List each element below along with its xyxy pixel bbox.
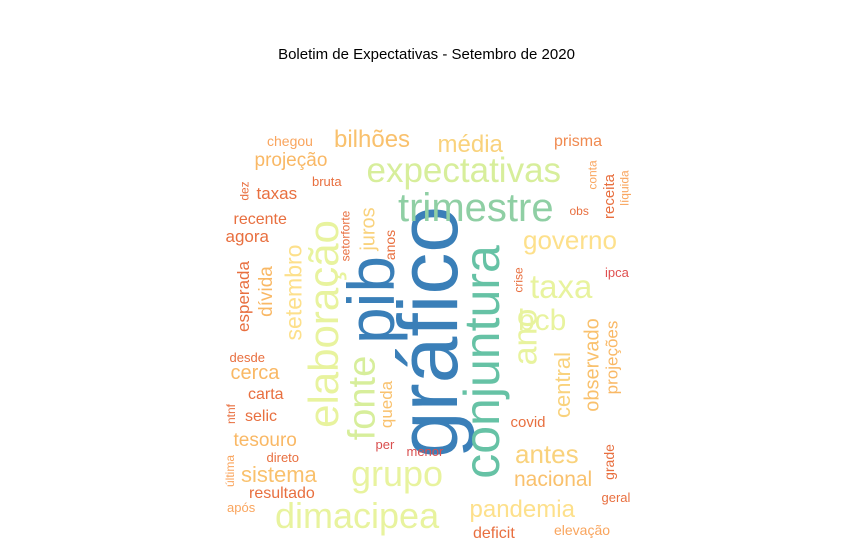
word: projeção <box>254 149 328 171</box>
word: trimestre <box>398 186 554 230</box>
word: deficit <box>473 525 515 542</box>
word: elevação <box>554 522 611 538</box>
word: juros <box>357 207 380 251</box>
word: setorforte <box>337 210 352 262</box>
word: geral <box>601 489 631 505</box>
word: expectativas <box>366 150 562 190</box>
word: tesouro <box>233 429 297 451</box>
word: bruta <box>312 173 342 189</box>
word: recente <box>233 211 287 228</box>
word: receita <box>600 173 618 219</box>
word: agora <box>225 226 269 246</box>
word: grade <box>600 444 617 480</box>
word: carta <box>248 386 284 403</box>
word: prisma <box>554 133 603 150</box>
word: taxa <box>530 267 593 305</box>
word: média <box>437 131 503 158</box>
word: bcb <box>518 304 567 337</box>
word: queda <box>376 380 396 428</box>
word: covid <box>510 413 546 431</box>
word: projeções <box>602 320 622 394</box>
word: per <box>375 436 395 452</box>
word: nacional <box>514 467 593 491</box>
chart-title: Boletim de Expectativas - Setembro de 20… <box>278 46 575 63</box>
word: dimacipea <box>275 495 440 536</box>
word: setembro <box>280 244 307 340</box>
word: ipca <box>605 264 629 280</box>
word: sistema <box>241 462 317 487</box>
word: líquida <box>617 170 632 206</box>
word: dívida <box>255 265 277 317</box>
word: selic <box>245 408 278 425</box>
word: obs <box>569 204 589 218</box>
word: conjuntura <box>453 245 510 479</box>
word: grupo <box>351 453 444 494</box>
word: antes <box>515 439 579 469</box>
word: após <box>227 499 256 515</box>
word: resultado <box>249 485 315 502</box>
word: observado <box>581 318 604 412</box>
word: conta <box>585 160 600 190</box>
word: fonte <box>340 355 383 441</box>
word: anos <box>382 229 399 261</box>
word: cerca <box>230 362 280 384</box>
word: pib <box>334 255 409 345</box>
word: última <box>223 454 238 488</box>
word: dez <box>237 181 252 201</box>
word: taxas <box>256 183 298 203</box>
word: pandemia <box>469 496 575 523</box>
word: desde <box>229 349 265 365</box>
word: esperada <box>233 260 253 332</box>
word: ntnf <box>224 403 239 425</box>
word: menor <box>406 443 444 459</box>
word: direto <box>266 449 300 465</box>
word: governo <box>523 225 617 255</box>
word: crise <box>511 267 526 293</box>
word: chegou <box>267 133 313 149</box>
word: bilhões <box>334 126 411 153</box>
word: central <box>550 351 576 419</box>
